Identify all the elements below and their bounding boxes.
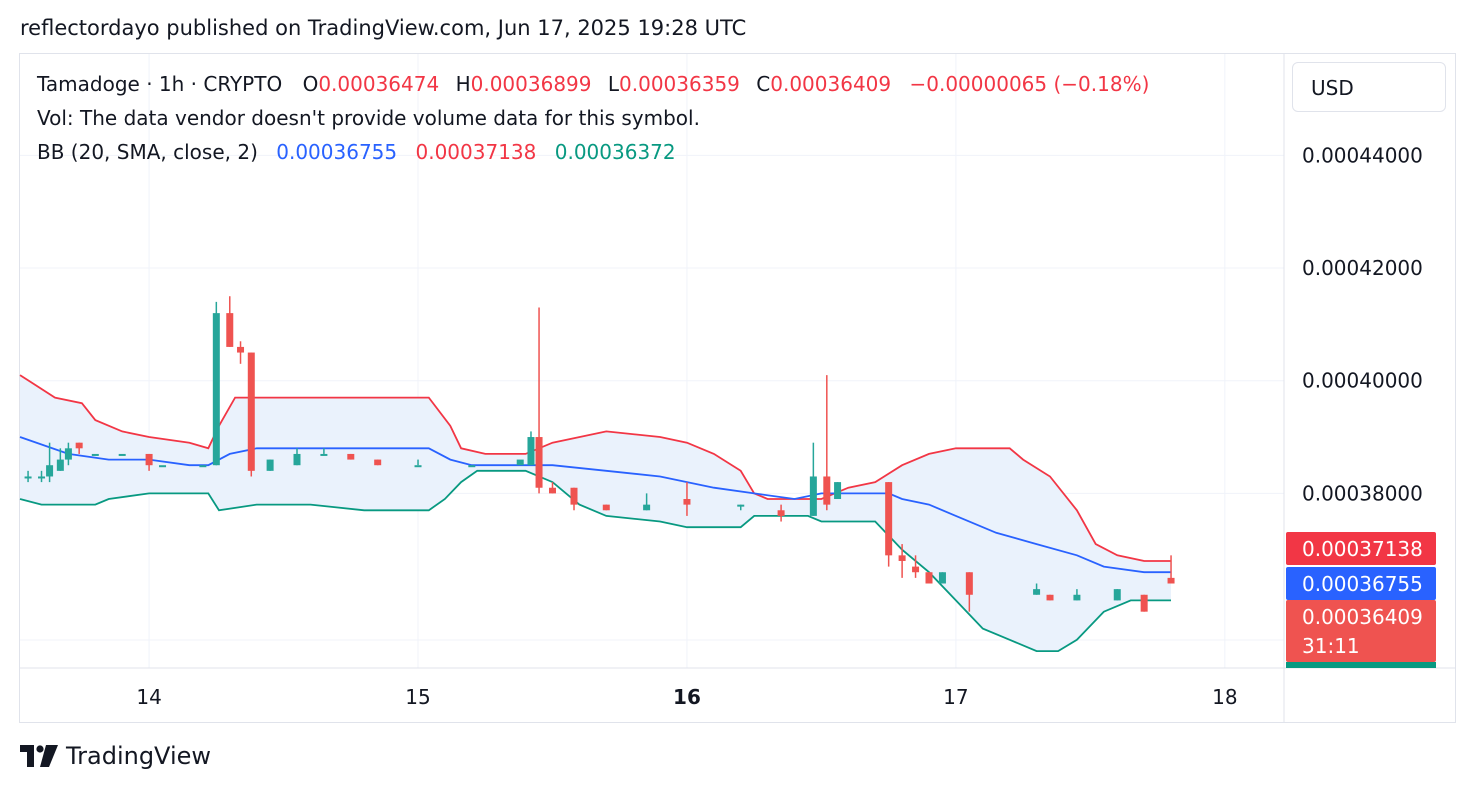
candle-body[interactable] [199, 465, 207, 468]
open-value: 0.00036474 [318, 72, 440, 96]
bb-lower-value: 0.00036372 [554, 140, 676, 164]
candle-body[interactable] [64, 448, 72, 460]
y-tick-label: 0.00044000 [1302, 143, 1423, 167]
candle-body[interactable] [535, 437, 543, 488]
open-label: O [302, 72, 319, 96]
candle-body[interactable] [468, 465, 476, 468]
series-line-bb-basis [19, 436, 1171, 574]
low-label: L [607, 72, 620, 96]
candle-body[interactable] [293, 453, 301, 466]
candle-body[interactable] [347, 453, 355, 460]
candle-body[interactable] [570, 487, 578, 505]
high-label: H [455, 72, 471, 96]
candle-body[interactable] [938, 572, 946, 584]
candle-body[interactable] [75, 442, 83, 449]
currency-selector[interactable]: USD [1292, 62, 1446, 112]
candle-body[interactable] [320, 453, 328, 456]
candle-body[interactable] [91, 453, 99, 456]
candle-body[interactable] [212, 313, 220, 466]
candle-body[interactable] [1113, 589, 1121, 601]
price-label-box [1286, 532, 1436, 565]
series-line-bb-lower [19, 469, 1171, 652]
candle-body[interactable] [834, 482, 842, 500]
candle-body[interactable] [527, 437, 535, 466]
close-label: C [756, 72, 771, 96]
candle-body[interactable] [1073, 594, 1081, 601]
candle-body[interactable] [516, 459, 524, 466]
chart-frame[interactable] [19, 53, 1456, 723]
bb-upper-value: 0.00037138 [415, 140, 537, 164]
candle-body[interactable] [602, 504, 610, 511]
price-label-box [1286, 567, 1436, 600]
candle-body[interactable] [237, 346, 245, 353]
tradingview-wordmark: TradingView [66, 742, 212, 770]
change-value: −0.00000065 (−0.18%) [909, 72, 1150, 96]
high-value: 0.00036899 [470, 72, 592, 96]
published-header: reflectordayo published on TradingView.c… [20, 16, 747, 40]
candle-body[interactable] [38, 476, 46, 479]
candle-body[interactable] [898, 555, 906, 561]
candle-body[interactable] [46, 465, 54, 477]
price-label-text: 0.00037138 [1302, 537, 1423, 561]
tradingview-logo[interactable]: TradingView [20, 742, 211, 770]
candle-body[interactable] [1046, 594, 1054, 601]
bb-basis-value: 0.00036755 [276, 140, 398, 164]
candle-body[interactable] [885, 482, 893, 556]
candle-body[interactable] [159, 465, 167, 468]
candle-body[interactable] [925, 572, 933, 584]
close-value: 0.00036409 [770, 72, 892, 96]
tradingview-logo-icon [20, 745, 58, 767]
bb-label: BB (20, SMA, close, 2) [37, 140, 258, 164]
price-label-countdown: 31:11 [1302, 634, 1360, 658]
price-label-text: 0.00036755 [1302, 572, 1423, 596]
bb-legend[interactable]: BB (20, SMA, close, 2) 0.00036755 0.0003… [37, 140, 676, 164]
candle-body[interactable] [823, 476, 831, 505]
candle-body[interactable] [266, 459, 274, 471]
x-tick-label: 14 [136, 685, 161, 709]
candle-body[interactable] [1167, 577, 1175, 584]
candle-body[interactable] [548, 487, 556, 494]
symbol-legend: Tamadoge · 1h · CRYPTO O0.00036474 H0.00… [37, 72, 1149, 96]
candle-body[interactable] [965, 572, 973, 595]
price-label-lower-edge [1286, 662, 1436, 668]
candle-body[interactable] [118, 453, 126, 456]
x-tick-label: 16 [673, 685, 701, 709]
bb-band-fill [20, 375, 1171, 652]
candle-body[interactable] [247, 352, 255, 471]
volume-note: Vol: The data vendor doesn't provide vol… [37, 106, 700, 130]
y-tick-label: 0.00038000 [1302, 481, 1423, 505]
x-tick-label: 18 [1212, 685, 1237, 709]
candle-body[interactable] [56, 459, 64, 471]
candle-body[interactable] [683, 499, 691, 505]
candle-body[interactable] [912, 566, 920, 573]
candle-body[interactable] [809, 476, 817, 516]
series-line-bb-upper [19, 374, 1171, 562]
candle-body[interactable] [737, 504, 745, 507]
y-tick-label: 0.00042000 [1302, 256, 1423, 280]
symbol-name: Tamadoge · 1h · CRYPTO [37, 72, 283, 96]
candle-body[interactable] [145, 453, 153, 466]
x-tick-label: 15 [405, 685, 430, 709]
candle-body[interactable] [777, 510, 785, 516]
candle-body[interactable] [1033, 589, 1041, 595]
candle-body[interactable] [414, 465, 422, 468]
candle-body[interactable] [24, 476, 32, 479]
candle-body[interactable] [643, 504, 651, 511]
low-value: 0.00036359 [619, 72, 740, 96]
price-label-text: 0.00036409 [1302, 605, 1423, 629]
x-tick-label: 17 [943, 685, 968, 709]
candle-body[interactable] [374, 459, 382, 466]
candle-body[interactable] [1140, 594, 1148, 612]
price-label-box [1286, 600, 1436, 662]
candle-body[interactable] [226, 313, 234, 347]
y-tick-label: 0.00040000 [1302, 369, 1423, 393]
